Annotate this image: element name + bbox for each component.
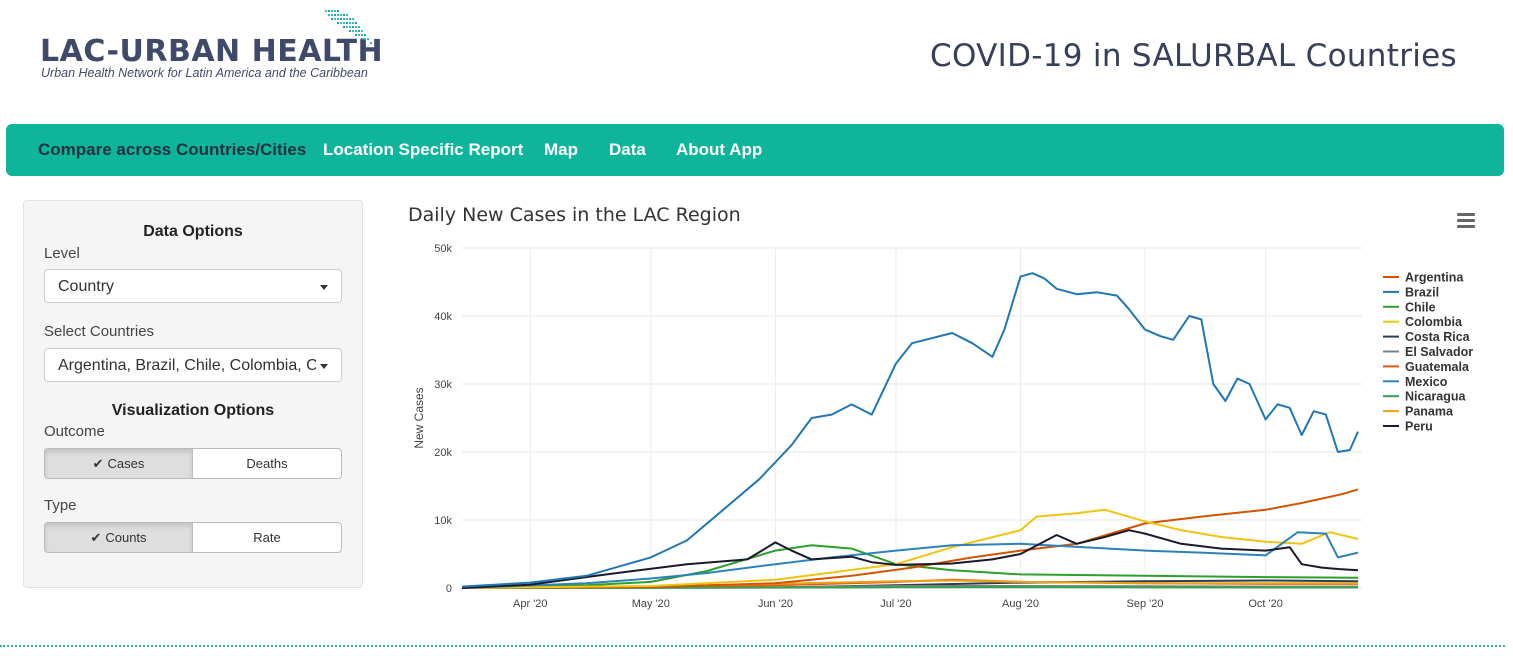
series-line-brazil[interactable]	[461, 272, 1359, 588]
legend-item-panama[interactable]: Panama	[1383, 405, 1454, 419]
x-tick-label: Aug '20	[1002, 598, 1039, 610]
type-counts-button[interactable]: ✔ Counts	[44, 522, 193, 553]
level-select[interactable]: Country	[44, 269, 342, 303]
outcome-label: Outcome	[44, 423, 105, 440]
countries-label: Select Countries	[44, 323, 155, 340]
countries-select-value: Argentina, Brazil, Chile, Colombia, Cost…	[58, 357, 316, 374]
visualization-options-title: Visualization Options	[111, 402, 275, 419]
legend-label: Colombia	[1405, 315, 1463, 329]
legend-item-chile[interactable]: Chile	[1383, 300, 1436, 314]
section-divider	[0, 645, 1505, 647]
legend-label: Guatemala	[1405, 360, 1470, 374]
y-tick-label: 30k	[434, 379, 452, 391]
legend-label: Panama	[1405, 405, 1454, 419]
x-tick-label: Apr '20	[513, 598, 548, 610]
outcome-toggle: ✔ Cases Deaths	[44, 448, 342, 479]
x-tick-label: Jul '20	[880, 598, 911, 610]
type-counts-label: Counts	[105, 530, 147, 545]
legend-item-argentina[interactable]: Argentina	[1383, 271, 1464, 285]
legend-item-guatemala[interactable]: Guatemala	[1383, 360, 1470, 374]
y-tick-label: 20k	[434, 447, 452, 459]
series-line-mexico[interactable]	[461, 531, 1359, 589]
legend-item-mexico[interactable]: Mexico	[1383, 375, 1448, 389]
legend-label: Mexico	[1405, 375, 1448, 389]
outcome-deaths-label: Deaths	[246, 456, 288, 471]
y-tick-label: 10k	[434, 515, 452, 527]
outcome-cases-button[interactable]: ✔ Cases	[44, 448, 193, 479]
level-select-value: Country	[58, 278, 115, 295]
legend-label: Costa Rica	[1405, 330, 1471, 344]
legend-label: El Salvador	[1405, 345, 1473, 359]
series-line-chile[interactable]	[461, 544, 1359, 589]
level-label: Level	[44, 245, 80, 262]
line-chart: 0 10k 20k 30k 40k 50k Apr '20 May '20 Jun '20 Jul…	[412, 243, 1473, 610]
outcome-deaths-button[interactable]: Deaths	[193, 448, 342, 479]
y-tick-label: 40k	[434, 311, 452, 323]
nav-map[interactable]: Map	[544, 140, 578, 159]
legend-item-el-salvador[interactable]: El Salvador	[1383, 345, 1473, 359]
legend-label: Brazil	[1405, 285, 1439, 299]
chevron-down-icon	[320, 364, 328, 369]
chart-title: Daily New Cases in the LAC Region	[408, 204, 741, 226]
logo-subtitle: Urban Health Network for Latin America a…	[41, 66, 368, 80]
checkmark-icon: ✔	[92, 456, 104, 471]
legend-item-peru[interactable]: Peru	[1383, 420, 1433, 434]
logo-text: LAC-URBAN HEALTH	[40, 34, 384, 69]
sidebar-panel: Data Options Level Country Select Countr…	[23, 200, 363, 588]
type-rate-button[interactable]: Rate	[193, 522, 342, 553]
nav-data[interactable]: Data	[609, 140, 646, 159]
series-line-argentina[interactable]	[461, 488, 1359, 589]
data-options-title: Data Options	[143, 223, 243, 240]
latin-america-map-icon	[324, 9, 373, 45]
x-tick-label: Sep '20	[1127, 598, 1164, 610]
logo[interactable]: LAC-URBAN HEALTH Urban Health Network fo…	[38, 8, 428, 108]
type-label: Type	[44, 497, 77, 514]
nav-about[interactable]: About App	[676, 140, 763, 159]
chevron-down-icon	[320, 285, 328, 290]
y-tick-label: 0	[446, 583, 452, 595]
hamburger-menu-icon[interactable]	[1457, 213, 1475, 229]
y-tick-label: 50k	[434, 243, 452, 255]
type-toggle: ✔ Counts Rate	[44, 522, 342, 553]
x-tick-label: Oct '20	[1248, 598, 1283, 610]
legend-label: Argentina	[1405, 271, 1464, 285]
legend-label: Peru	[1405, 420, 1433, 434]
x-tick-label: May '20	[632, 598, 670, 610]
countries-select[interactable]: Argentina, Brazil, Chile, Colombia, Cost…	[44, 348, 342, 382]
series-line-nicaragua[interactable]	[461, 586, 1359, 589]
legend-item-costa-rica[interactable]: Costa Rica	[1383, 330, 1471, 344]
checkmark-icon: ✔	[90, 530, 102, 545]
legend-item-nicaragua[interactable]: Nicaragua	[1383, 390, 1466, 404]
nav-location-report[interactable]: Location Specific Report	[323, 140, 524, 159]
legend-item-colombia[interactable]: Colombia	[1383, 315, 1463, 329]
legend-label: Chile	[1405, 300, 1436, 314]
navbar: Compare across Countries/Cities Location…	[6, 124, 1504, 176]
y-axis-label: New Cases	[412, 387, 426, 448]
x-tick-label: Jun '20	[758, 598, 793, 610]
legend-label: Nicaragua	[1405, 390, 1466, 404]
series-line-peru[interactable]	[461, 529, 1359, 589]
app-title: COVID-19 in SALURBAL Countries	[930, 38, 1457, 74]
legend-item-brazil[interactable]: Brazil	[1383, 285, 1439, 299]
type-rate-label: Rate	[253, 530, 281, 545]
outcome-cases-label: Cases	[107, 456, 145, 471]
nav-compare[interactable]: Compare across Countries/Cities	[38, 140, 307, 159]
